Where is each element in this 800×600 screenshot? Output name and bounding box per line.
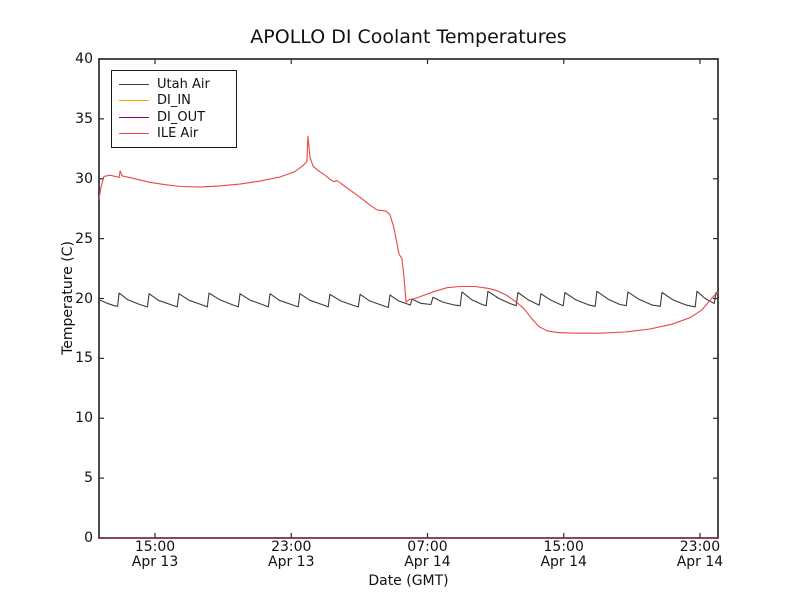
x-tick-date: Apr 13	[268, 554, 315, 570]
y-tick-label: 30	[75, 170, 93, 187]
legend-line-sample	[119, 100, 149, 102]
x-axis-label: Date (GMT)	[368, 573, 449, 589]
legend-entry: Utah Air	[119, 76, 230, 93]
x-tick-label: 15:00 Apr 14	[519, 540, 609, 570]
x-tick-time: 15:00	[134, 539, 176, 555]
y-tick-label: 25	[75, 230, 93, 247]
x-tick-label: 07:00 Apr 14	[382, 540, 472, 570]
x-tick-label: 23:00 Apr 14	[655, 540, 745, 570]
y-tick-label: 5	[84, 470, 93, 487]
x-tick-date: Apr 14	[676, 554, 724, 570]
y-tick-label: 10	[75, 410, 93, 427]
x-tick-time: 07:00	[407, 539, 448, 555]
legend-label: DI_IN	[157, 93, 191, 109]
legend-line-sample	[119, 83, 149, 85]
x-tick-label: 15:00 Apr 13	[110, 540, 200, 570]
x-tick-time: 15:00	[543, 539, 584, 555]
x-tick-time: 23:00	[679, 539, 721, 555]
x-tick-label: 23:00 Apr 13	[246, 540, 336, 570]
y-tick-label: 40	[75, 51, 93, 67]
legend-entry: DI_IN	[119, 93, 230, 110]
y-tick-label: 0	[84, 530, 93, 546]
legend-entry: ILE Air	[119, 126, 230, 143]
legend-label: Utah Air	[157, 76, 210, 92]
y-tick-label: 15	[75, 350, 93, 367]
legend-label: ILE Air	[157, 126, 199, 142]
x-tick-date: Apr 13	[131, 554, 179, 570]
x-tick-time: 23:00	[271, 539, 312, 555]
y-tick-label: 35	[75, 110, 93, 127]
x-tick-date: Apr 14	[540, 554, 587, 570]
x-tick-date: Apr 14	[404, 554, 451, 570]
legend-label: DI_OUT	[157, 109, 206, 125]
chart-title: APOLLO DI Coolant Temperatures	[250, 26, 567, 48]
legend: Utah Air DI_IN DI_OUT ILE Air	[111, 70, 237, 148]
y-tick-label: 20	[75, 290, 93, 307]
legend-entry: DI_OUT	[119, 109, 230, 126]
legend-line-sample	[119, 133, 149, 135]
series-line-ile-air	[98, 135, 719, 334]
legend-line-sample	[119, 116, 149, 118]
